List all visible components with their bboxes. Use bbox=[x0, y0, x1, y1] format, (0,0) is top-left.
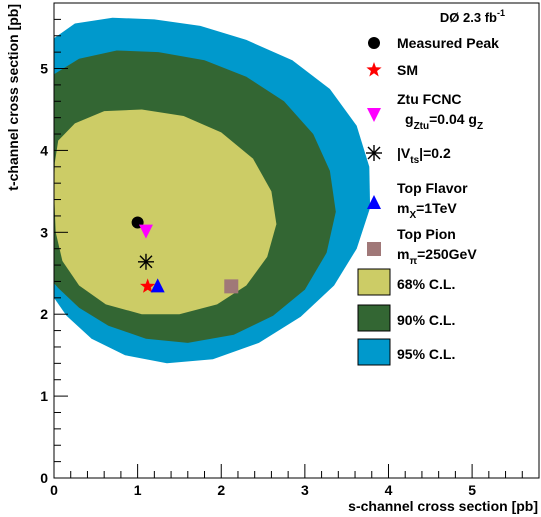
legend-entry-4-sublabel: mX=1TeV bbox=[397, 200, 457, 221]
legend-entry-8-swatch bbox=[357, 338, 391, 366]
legend: Measured Peak SM Ztu FCNC gZtu=0.04 gZ |Vts|… bbox=[357, 35, 499, 366]
legend-entry-1-label: SM bbox=[397, 62, 418, 78]
y-tick-label: 3 bbox=[40, 224, 48, 240]
legend-entry-4-label-part: Top Flavor bbox=[397, 180, 468, 196]
y-tick-label: 0 bbox=[40, 470, 48, 486]
legend-entry-5-sublabel: mπ=250GeV bbox=[397, 246, 477, 267]
y-tick-label: 2 bbox=[40, 306, 48, 322]
y-tick-label: 5 bbox=[40, 61, 48, 77]
legend-entry-3-marker bbox=[366, 145, 382, 161]
point-sm bbox=[140, 278, 156, 293]
x-tick-label: 5 bbox=[468, 482, 476, 498]
legend-entry-8-label: 95% C.L. bbox=[397, 346, 455, 362]
legend-entry-0-marker bbox=[368, 37, 380, 49]
legend-entry-2-label-part: Ztu FCNC bbox=[397, 91, 462, 107]
legend-entry-2-sublabel-part: =0.04 g bbox=[429, 111, 477, 127]
contours bbox=[54, 17, 371, 364]
contour-68-c-l- bbox=[54, 109, 277, 315]
legend-entry-5-sublabel-part: π bbox=[409, 256, 417, 267]
legend-entry-5-marker bbox=[367, 242, 381, 256]
legend-entry-7-label-part: 90% C.L. bbox=[397, 312, 455, 328]
legend-entry-5-label-part: Top Pion bbox=[397, 226, 456, 242]
legend-entry-6-label: 68% C.L. bbox=[397, 276, 455, 292]
experiment-label-main: DØ 2.3 fb bbox=[440, 10, 497, 25]
legend-entry-4-label: Top Flavor bbox=[397, 180, 468, 196]
y-tick-label: 1 bbox=[40, 388, 48, 404]
legend-entry-1-label-part: SM bbox=[397, 62, 418, 78]
x-tick-label: 4 bbox=[385, 482, 393, 498]
legend-entry-8-label-part: 95% C.L. bbox=[397, 346, 455, 362]
point-vts-0-2-stroke bbox=[139, 255, 153, 269]
x-tick-label: 3 bbox=[301, 482, 309, 498]
point-ztu-fcnc bbox=[138, 224, 153, 239]
experiment-label-sup: -1 bbox=[497, 8, 505, 18]
legend-entry-5-label: Top Pion bbox=[397, 226, 456, 242]
x-tick-label: 1 bbox=[134, 482, 142, 498]
legend-entry-5-sublabel-part: m bbox=[397, 246, 409, 262]
markers bbox=[131, 216, 239, 294]
legend-entry-3-label-part: ts bbox=[410, 155, 419, 166]
point-vts-0-2 bbox=[137, 253, 154, 270]
legend-entry-5-sublabel-part: =250GeV bbox=[417, 246, 477, 262]
point-top-pion bbox=[224, 279, 239, 294]
legend-entry-7-label: 90% C.L. bbox=[397, 312, 455, 328]
legend-entry-2-sublabel-part: Z bbox=[477, 121, 483, 132]
experiment-label: DØ 2.3 fb-1 bbox=[440, 8, 505, 25]
legend-entry-6-label-part: 68% C.L. bbox=[397, 276, 455, 292]
y-tick-label: 4 bbox=[40, 142, 48, 158]
y-axis-label: t-channel cross section [pb] bbox=[5, 4, 21, 191]
legend-entry-2-sublabel-part: g bbox=[405, 111, 414, 127]
legend-entry-7-swatch bbox=[357, 304, 391, 332]
legend-entry-0-label-part: Measured Peak bbox=[397, 35, 499, 51]
legend-entry-4-marker bbox=[367, 195, 381, 209]
legend-entry-0-label: Measured Peak bbox=[397, 35, 499, 51]
axes: 0 1 2 3 4 5 0 1 2 3 4 5 bbox=[40, 2, 540, 498]
legend-entry-2-marker bbox=[367, 108, 381, 122]
legend-entry-3-label: |Vts|=0.2 bbox=[397, 145, 451, 166]
legend-entry-6-swatch bbox=[357, 268, 391, 296]
x-tick-label: 2 bbox=[217, 482, 225, 498]
x-axis-label: s-channel cross section [pb] bbox=[348, 498, 538, 514]
legend-entry-2-label: Ztu FCNC bbox=[397, 91, 462, 107]
legend-entry-2-sublabel: gZtu=0.04 gZ bbox=[405, 111, 483, 132]
legend-entry-3-label-part: |V bbox=[397, 145, 411, 161]
legend-entry-1-marker bbox=[366, 62, 382, 77]
legend-entry-3-marker-stroke bbox=[367, 146, 381, 160]
legend-entry-4-sublabel-part: X bbox=[409, 210, 416, 221]
point-top-flavor bbox=[150, 278, 165, 293]
legend-entry-4-sublabel-part: m bbox=[397, 200, 409, 216]
legend-entry-4-sublabel-part: =1TeV bbox=[416, 200, 457, 216]
legend-entry-3-label-part: |=0.2 bbox=[419, 145, 451, 161]
x-tick-label: 0 bbox=[50, 482, 58, 498]
legend-entry-2-sublabel-part: Ztu bbox=[414, 121, 430, 132]
